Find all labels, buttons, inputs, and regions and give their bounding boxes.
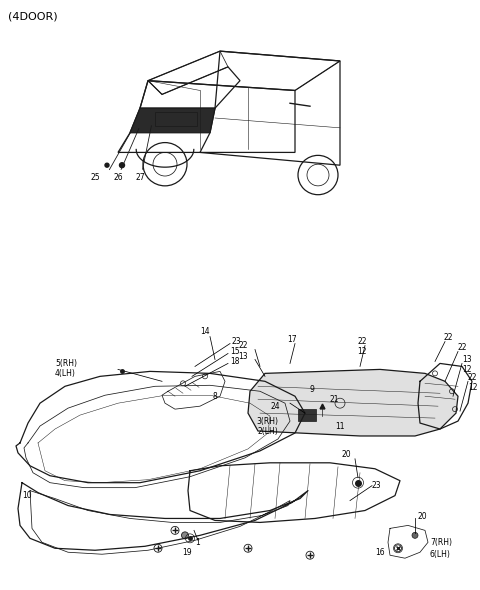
Circle shape <box>412 532 418 538</box>
Text: 23: 23 <box>232 337 241 346</box>
Text: 18: 18 <box>230 357 240 366</box>
Text: 13: 13 <box>462 355 472 364</box>
Text: 22: 22 <box>468 373 478 382</box>
Text: 12: 12 <box>462 365 471 374</box>
Text: 24: 24 <box>270 402 280 411</box>
Text: 27: 27 <box>135 172 145 182</box>
Polygon shape <box>248 369 458 436</box>
Text: 26: 26 <box>113 172 123 182</box>
Text: 20: 20 <box>418 512 428 521</box>
Text: 22: 22 <box>357 337 367 346</box>
Text: (4DOOR): (4DOOR) <box>8 12 58 22</box>
Text: 11: 11 <box>335 421 345 431</box>
Text: 14: 14 <box>200 327 210 336</box>
Circle shape <box>120 163 124 168</box>
Text: 17: 17 <box>287 335 297 344</box>
Text: 25: 25 <box>90 172 100 182</box>
Circle shape <box>105 163 109 167</box>
Text: 3(RH): 3(RH) <box>256 417 278 425</box>
Text: 21: 21 <box>330 395 339 404</box>
Text: 12: 12 <box>357 347 367 356</box>
Text: 7(RH): 7(RH) <box>430 538 452 547</box>
Text: 10: 10 <box>22 491 32 500</box>
Text: 16: 16 <box>375 548 384 557</box>
Text: 2(LH): 2(LH) <box>257 427 278 435</box>
Polygon shape <box>130 108 215 133</box>
Text: 4(LH): 4(LH) <box>55 369 76 378</box>
Text: 22: 22 <box>458 343 468 352</box>
Text: 22: 22 <box>444 333 454 342</box>
Bar <box>155 112 197 126</box>
Circle shape <box>181 532 189 539</box>
Text: 19: 19 <box>182 548 192 557</box>
Text: 8: 8 <box>213 392 217 401</box>
Text: 22: 22 <box>239 341 248 350</box>
Text: 6(LH): 6(LH) <box>430 550 451 559</box>
Bar <box>298 409 316 421</box>
Text: 9: 9 <box>310 385 315 394</box>
Text: 13: 13 <box>239 352 248 361</box>
Text: 1: 1 <box>196 538 200 547</box>
Text: 20: 20 <box>342 450 352 460</box>
Text: 5(RH): 5(RH) <box>55 359 77 368</box>
Text: 23: 23 <box>372 481 382 490</box>
Text: 15: 15 <box>230 347 240 356</box>
Text: 12: 12 <box>468 383 478 392</box>
